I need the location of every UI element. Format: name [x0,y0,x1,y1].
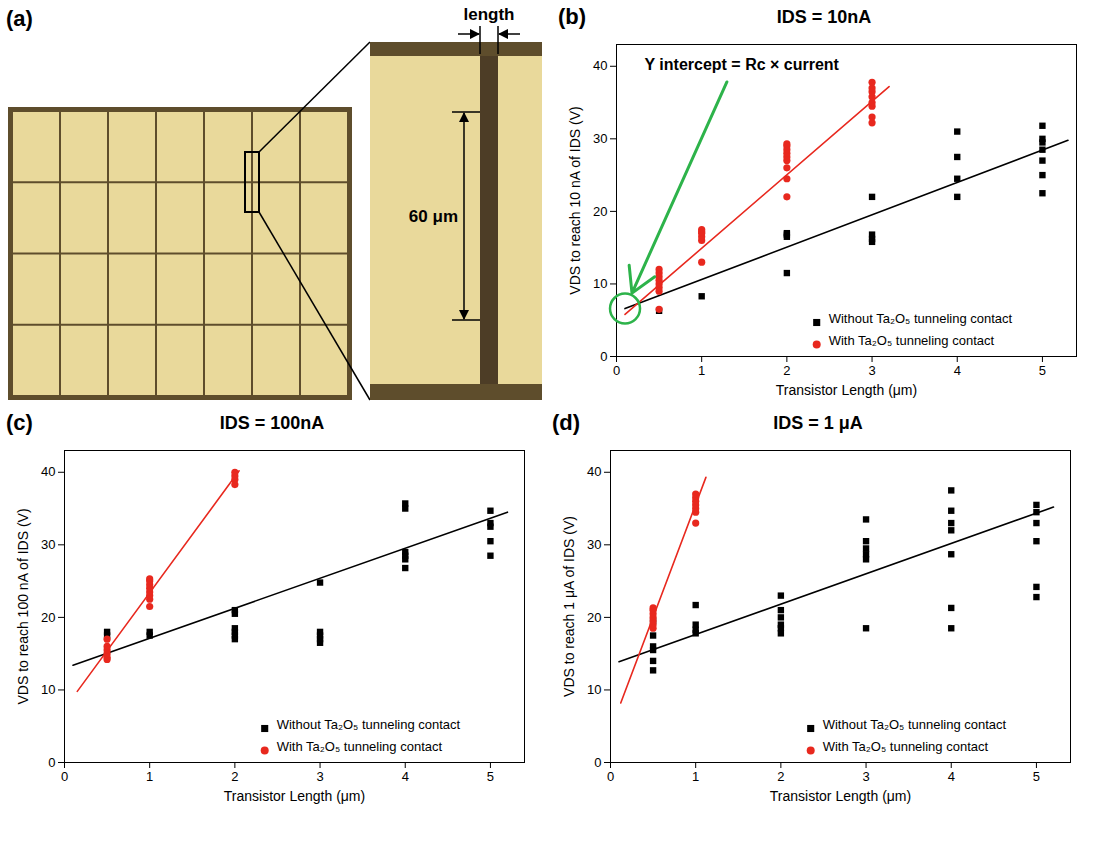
svg-text:60 μm: 60 μm [409,207,458,226]
svg-text:0: 0 [48,755,55,770]
svg-text:10: 10 [593,276,607,291]
svg-text:0: 0 [594,755,601,770]
svg-text:Without Ta₂O₅ tunneling contac: Without Ta₂O₅ tunneling contact [829,311,1013,326]
svg-text:40: 40 [587,464,601,479]
svg-text:40: 40 [593,58,607,73]
svg-text:2: 2 [231,769,238,784]
svg-text:VDS to reach 100 nA of IDS (V): VDS to reach 100 nA of IDS (V) [15,508,31,704]
svg-text:5: 5 [1033,769,1040,784]
svg-text:Without Ta₂O₅ tunneling contac: Without Ta₂O₅ tunneling contact [823,717,1007,732]
svg-text:10: 10 [587,682,601,697]
svg-text:0: 0 [61,769,68,784]
svg-text:length: length [464,5,515,24]
svg-text:4: 4 [402,769,409,784]
svg-text:4: 4 [948,769,955,784]
html-text:(d): (d) [552,410,581,435]
svg-text:Y intercept = Rc × current: Y intercept = Rc × current [645,56,840,73]
svg-text:3: 3 [862,769,869,784]
svg-text:Without Ta₂O₅ tunneling contac: Without Ta₂O₅ tunneling contact [277,717,461,732]
svg-text:5: 5 [1039,363,1046,378]
svg-text:1: 1 [692,769,699,784]
svg-text:(a): (a) [6,6,33,31]
svg-text:30: 30 [41,537,55,552]
svg-text:4: 4 [954,363,961,378]
svg-text:VDS to reach 10 nA of IDS (V): VDS to reach 10 nA of IDS (V) [567,106,583,294]
svg-text:Transistor Length (μm): Transistor Length (μm) [224,788,365,804]
svg-text:With Ta₂O₅ tunneling contact: With Ta₂O₅ tunneling contact [829,333,995,348]
svg-text:1: 1 [698,363,705,378]
svg-text:2: 2 [783,363,790,378]
html-text:(c): (c) [6,410,33,435]
svg-text:30: 30 [593,131,607,146]
svg-text:0: 0 [600,349,607,364]
svg-text:5: 5 [487,769,494,784]
svg-text:1: 1 [146,769,153,784]
svg-text:With Ta₂O₅ tunneling contact: With Ta₂O₅ tunneling contact [823,739,989,754]
svg-text:20: 20 [593,204,607,219]
svg-text:Transistor Length (μm): Transistor Length (μm) [770,788,911,804]
svg-text:0: 0 [607,769,614,784]
svg-text:0: 0 [613,363,620,378]
svg-text:Transistor Length (μm): Transistor Length (μm) [776,382,917,398]
svg-text:2: 2 [777,769,784,784]
svg-text:10: 10 [41,682,55,697]
svg-text:VDS to reach 1 μA of IDS (V): VDS to reach 1 μA of IDS (V) [561,516,577,697]
svg-text:20: 20 [587,610,601,625]
html-text:IDS = 1 μA: IDS = 1 μA [773,413,863,433]
svg-text:With Ta₂O₅ tunneling contact: With Ta₂O₅ tunneling contact [277,739,443,754]
html-text:IDS = 100nA: IDS = 100nA [219,413,325,433]
html-text:(b): (b) [558,4,587,29]
svg-text:3: 3 [868,363,875,378]
html-text:IDS = 10nA: IDS = 10nA [776,7,872,27]
svg-text:30: 30 [587,537,601,552]
svg-text:20: 20 [41,610,55,625]
svg-text:40: 40 [41,464,55,479]
svg-text:3: 3 [316,769,323,784]
